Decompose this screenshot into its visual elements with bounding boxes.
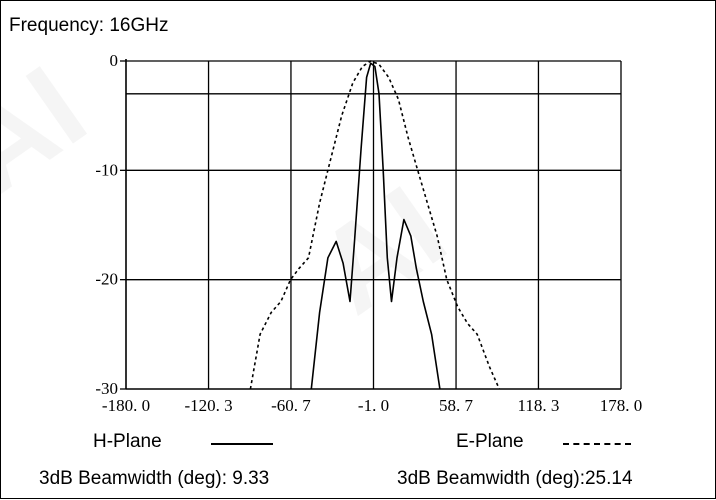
frequency-label: Frequency: 16GHz bbox=[9, 15, 169, 36]
tick-labels: 0 -10 -20 -30-180. 0 -120. 3 -60. 7 -1. 0 58. 7… bbox=[95, 51, 642, 415]
y-tick-label: -20 bbox=[95, 270, 118, 289]
legend-e-plane-line bbox=[563, 443, 631, 445]
y-tick-label: -10 bbox=[95, 160, 118, 179]
legend-h-plane-label: H-Plane bbox=[93, 431, 162, 452]
y-tick-label: -30 bbox=[95, 379, 118, 398]
x-tick-label: -120. 3 bbox=[184, 396, 232, 415]
y-tick-label: 0 bbox=[110, 51, 119, 70]
e-plane-beamwidth: 3dB Beamwidth (deg):25.14 bbox=[397, 468, 633, 489]
h-plane-series-line bbox=[310, 62, 441, 390]
x-tick-label: -1. 0 bbox=[358, 396, 389, 415]
x-tick-label: 58. 7 bbox=[439, 396, 474, 415]
axes bbox=[120, 59, 621, 390]
legend-h-plane-line bbox=[211, 443, 273, 445]
x-tick-label: 178. 0 bbox=[600, 396, 643, 415]
legend-e-plane-label: E-Plane bbox=[456, 431, 524, 452]
x-tick-label: -60. 7 bbox=[271, 396, 311, 415]
series-layer bbox=[249, 60, 501, 390]
h-plane-beamwidth: 3dB Beamwidth (deg): 9.33 bbox=[39, 468, 270, 489]
e-plane-series-line bbox=[249, 60, 501, 390]
grid bbox=[126, 60, 622, 389]
x-tick-label: -180. 0 bbox=[102, 396, 150, 415]
x-tick-label: 118. 3 bbox=[518, 396, 560, 415]
